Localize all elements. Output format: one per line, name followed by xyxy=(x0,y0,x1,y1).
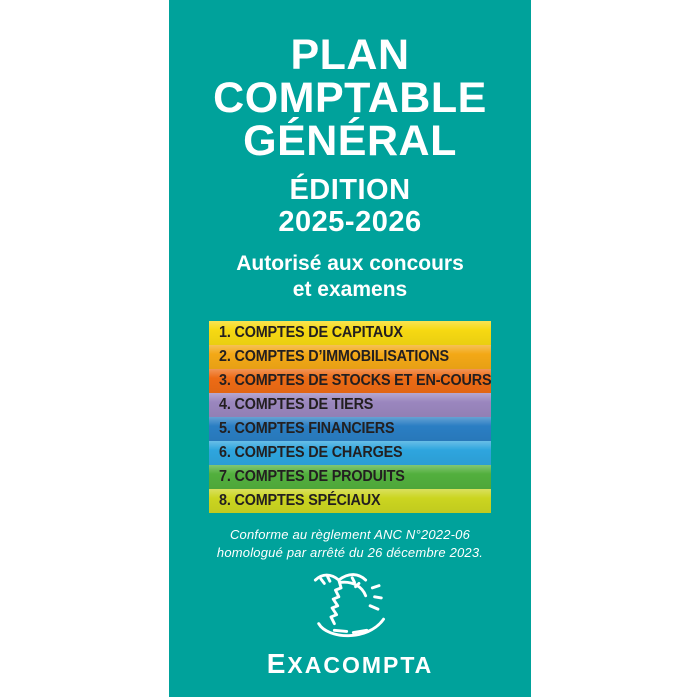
book-cover: PLAN COMPTABLE GÉNÉRAL ÉDITION 2025-2026… xyxy=(169,0,531,697)
regulation-compliance-note: Conforme au règlement ANC N°2022-06 homo… xyxy=(216,527,484,560)
title-line-2: COMPTABLE xyxy=(213,74,487,122)
cover-title: PLAN COMPTABLE GÉNÉRAL xyxy=(169,34,531,163)
edition-label: ÉDITION 2025-2026 xyxy=(169,174,531,238)
account-classes-list: 1. COMPTES DE CAPITAUX 2. COMPTES D’IMMO… xyxy=(209,321,492,513)
list-item-class-4: 4. COMPTES DE TIERS xyxy=(209,393,491,417)
list-item-class-8: 8. COMPTES SPÉCIAUX xyxy=(209,489,491,513)
title-line-1: PLAN xyxy=(290,31,410,79)
list-item-class-6: 6. COMPTES DE CHARGES xyxy=(209,441,491,465)
list-item-class-3: 3. COMPTES DE STOCKS ET EN-COURS xyxy=(209,369,492,393)
edition-word: ÉDITION xyxy=(289,174,411,206)
list-item-class-7: 7. COMPTES DE PRODUITS xyxy=(209,465,491,489)
list-item-class-2: 2. COMPTES D’IMMOBILISATIONS xyxy=(209,345,491,369)
palm-tree-icon xyxy=(313,573,385,638)
exacompta-logo xyxy=(169,570,531,651)
edition-years: 2025-2026 xyxy=(278,206,422,238)
title-line-3: GÉNÉRAL xyxy=(243,117,457,165)
brand-wordmark: EXACOMPTA xyxy=(266,648,434,679)
exam-authorization-note: Autorisé aux concours et examens xyxy=(236,252,464,301)
list-item-class-5: 5. COMPTES FINANCIERS xyxy=(209,417,491,441)
list-item-class-1: 1. COMPTES DE CAPITAUX xyxy=(209,321,491,345)
